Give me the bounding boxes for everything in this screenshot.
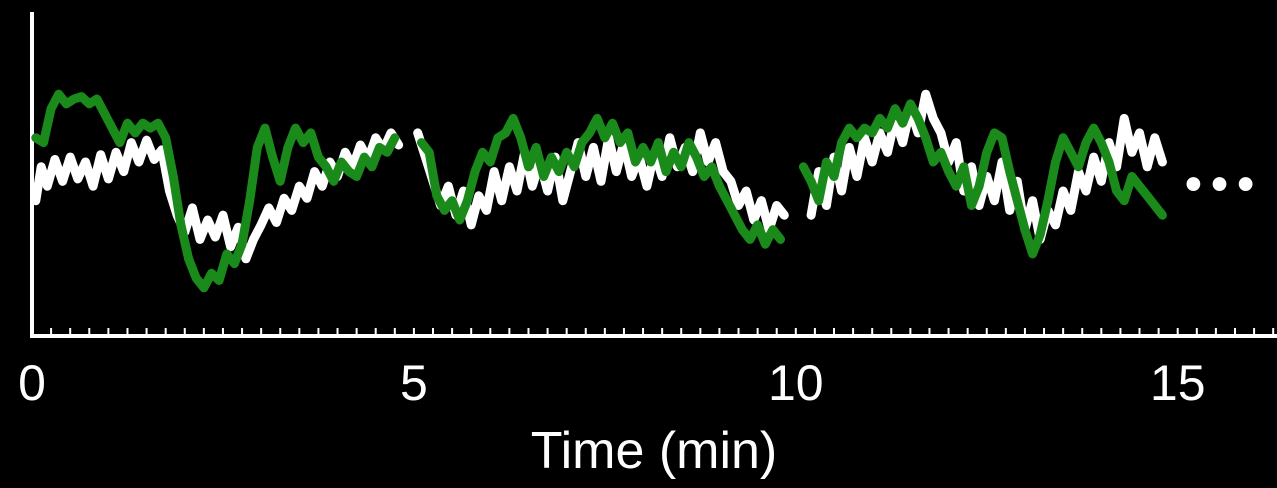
axes-layer (30, 12, 1277, 338)
series-layer (31, 89, 1167, 293)
x-axis-label: Time (min) (531, 422, 778, 480)
x-tick-label: 5 (400, 355, 428, 411)
minor-ticks (50, 328, 1275, 336)
series-2-segment-1 (31, 89, 400, 293)
x-tick-labels: 0 5 10 15 (18, 355, 1205, 411)
series-1-segment-1 (31, 128, 404, 264)
x-tick-label: 10 (768, 355, 824, 411)
series-1-segment-3 (806, 89, 1167, 244)
x-tick-label: 0 (18, 355, 46, 411)
series-2-segment-3 (798, 99, 1167, 259)
series-2-segment-2 (417, 113, 785, 249)
continuation-marker: • • • (1185, 158, 1253, 211)
x-tick-label: 15 (1150, 355, 1206, 411)
series-1-segment-2 (413, 128, 789, 235)
